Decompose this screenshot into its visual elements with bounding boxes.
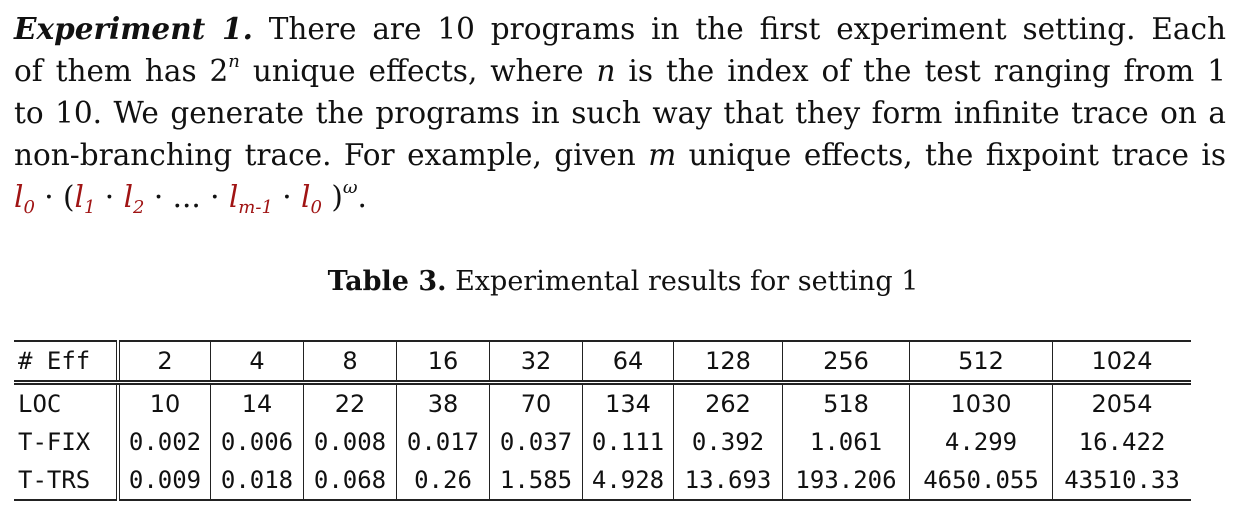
paragraph-line-2: of them has 2n unique effects, where n i…: [14, 51, 1226, 89]
table-cell: 38: [396, 382, 490, 423]
experiment-paragraph: Experiment 1. There are 10 programs in t…: [14, 8, 1226, 218]
table-header-row: # Eff 2 4 8 16 32 64 128 256 512 1024: [14, 340, 1191, 385]
table-cell: 0.068: [303, 461, 397, 501]
paragraph-line-4: non-branching trace. For example, given …: [14, 138, 1226, 172]
experiment-heading: Experiment 1.: [14, 11, 253, 46]
table-caption: Table 3. Experimental results for settin…: [0, 266, 1246, 297]
table-cell: 22: [303, 382, 397, 423]
header-cell: 128: [673, 340, 783, 385]
results-table: # Eff 2 4 8 16 32 64 128 256 512 1024 LO…: [14, 340, 1191, 501]
table-row: T-FIX 0.002 0.006 0.008 0.017 0.037 0.11…: [14, 423, 1191, 461]
row-label: LOC: [14, 382, 120, 423]
table-cell: 0.018: [210, 461, 304, 501]
table-cell: 70: [489, 382, 583, 423]
header-cell: 4: [210, 340, 304, 385]
paragraph-line-3: to 10. We generate the programs in such …: [14, 96, 1226, 130]
table-cell: 0.392: [673, 423, 783, 461]
trace-formula: l0 · (l1 · l2 · ... · lm-1 · l0 )ω.: [14, 177, 367, 218]
table-cell: 0.002: [117, 423, 211, 461]
table-cell: 193.206: [782, 461, 910, 501]
row-label: T-FIX: [14, 423, 120, 461]
table-cell: 43510.33: [1052, 461, 1191, 501]
table-row: LOC 10 14 22 38 70 134 262 518 1030 2054: [14, 382, 1191, 423]
table-cell: 4.299: [909, 423, 1053, 461]
table-cell: 4.928: [582, 461, 674, 501]
table-caption-text: Experimental results for setting 1: [446, 266, 919, 297]
table-cell: 4650.055: [909, 461, 1053, 501]
row-label: T-TRS: [14, 461, 120, 501]
table-cell: 2054: [1052, 382, 1191, 423]
table-row: T-TRS 0.009 0.018 0.068 0.26 1.585 4.928…: [14, 461, 1191, 501]
table-cell: 0.017: [396, 423, 490, 461]
table-cell: 13.693: [673, 461, 783, 501]
header-cell: 2: [117, 340, 211, 385]
header-cell: 16: [396, 340, 490, 385]
header-cell: # Eff: [14, 340, 120, 385]
table-cell: 262: [673, 382, 783, 423]
header-cell: 64: [582, 340, 674, 385]
table-cell: 0.006: [210, 423, 304, 461]
table-cell: 0.008: [303, 423, 397, 461]
table-cell: 134: [582, 382, 674, 423]
table-cell: 1030: [909, 382, 1053, 423]
table-cell: 0.009: [117, 461, 211, 501]
table-cell: 0.111: [582, 423, 674, 461]
header-cell: 512: [909, 340, 1053, 385]
header-cell: 256: [782, 340, 910, 385]
table-caption-label: Table 3.: [327, 266, 447, 297]
table-cell: 518: [782, 382, 910, 423]
table-cell: 0.037: [489, 423, 583, 461]
header-cell: 8: [303, 340, 397, 385]
table-cell: 10: [117, 382, 211, 423]
table-cell: 0.26: [396, 461, 490, 501]
table-cell: 16.422: [1052, 423, 1191, 461]
header-cell: 32: [489, 340, 583, 385]
header-cell: 1024: [1052, 340, 1191, 385]
paragraph-line-1: Experiment 1. There are 10 programs in t…: [14, 11, 1226, 46]
table-cell: 1.061: [782, 423, 910, 461]
table-cell: 14: [210, 382, 304, 423]
table-cell: 1.585: [489, 461, 583, 501]
